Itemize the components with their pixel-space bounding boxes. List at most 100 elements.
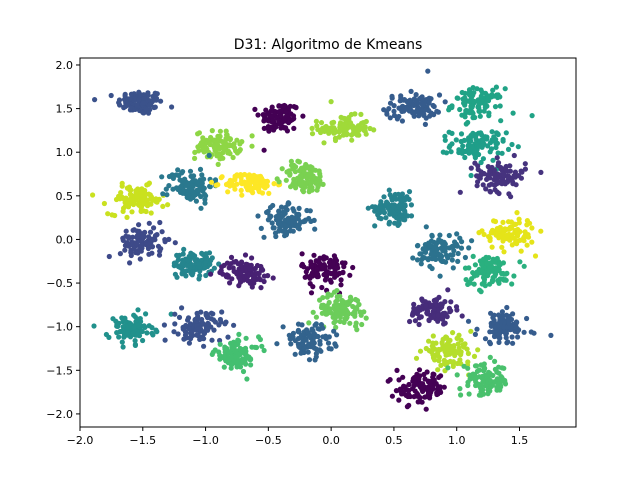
data-point: [429, 232, 435, 238]
data-point: [501, 172, 507, 178]
data-point: [196, 148, 202, 154]
data-point: [436, 237, 442, 243]
cluster-13: [457, 152, 544, 200]
data-point: [494, 369, 500, 375]
data-point: [202, 191, 208, 198]
data-point: [387, 377, 393, 383]
data-point: [363, 131, 369, 137]
data-point: [120, 344, 126, 350]
data-point: [301, 169, 307, 175]
data-point: [249, 255, 255, 261]
data-point: [172, 311, 178, 317]
data-point: [428, 302, 434, 308]
data-point: [236, 331, 242, 337]
data-point: [529, 113, 535, 119]
data-point: [411, 394, 417, 400]
data-point: [442, 133, 448, 139]
data-point: [538, 228, 544, 234]
data-point: [394, 116, 400, 122]
data-point: [492, 104, 499, 110]
data-point: [117, 102, 123, 108]
data-point: [296, 211, 302, 217]
data-point: [289, 162, 295, 168]
y-tick-label: 2.0: [56, 59, 74, 72]
data-point: [308, 218, 314, 224]
data-point: [209, 337, 215, 343]
data-point: [144, 330, 150, 336]
data-point: [299, 251, 305, 257]
data-point: [430, 102, 436, 109]
data-point: [137, 256, 143, 262]
data-point: [108, 92, 114, 99]
data-point: [325, 340, 332, 346]
data-point: [305, 349, 311, 355]
data-point: [227, 183, 233, 189]
data-point: [406, 196, 412, 202]
data-point: [148, 210, 154, 216]
data-point: [482, 101, 488, 107]
data-point: [416, 321, 422, 328]
data-point: [488, 323, 494, 329]
scatter-points: [90, 68, 554, 412]
data-point: [332, 341, 338, 347]
data-point: [455, 258, 461, 264]
data-point: [447, 358, 453, 364]
data-point: [509, 242, 515, 248]
data-point: [322, 277, 328, 283]
data-point: [101, 200, 107, 207]
data-point: [457, 189, 463, 195]
data-point: [399, 97, 405, 103]
data-point: [127, 260, 133, 266]
data-point: [406, 402, 412, 408]
data-point: [472, 262, 478, 268]
data-point: [441, 384, 447, 390]
data-point: [247, 185, 253, 191]
data-point: [283, 177, 289, 183]
data-point: [238, 187, 244, 193]
data-point: [355, 123, 361, 129]
cluster-11: [274, 158, 326, 195]
data-point: [529, 239, 535, 245]
data-point: [412, 318, 418, 324]
data-point: [389, 197, 395, 203]
data-point: [122, 247, 128, 253]
data-point: [105, 211, 111, 217]
data-point: [485, 273, 491, 279]
data-point: [398, 93, 404, 99]
data-point: [181, 336, 187, 342]
data-point: [504, 232, 510, 238]
data-point: [495, 278, 501, 284]
data-point: [472, 363, 479, 369]
data-point: [424, 309, 430, 315]
data-point: [180, 169, 186, 175]
data-point: [503, 130, 509, 136]
data-point: [458, 131, 465, 137]
data-point: [320, 181, 326, 187]
data-point: [430, 251, 436, 257]
data-point: [229, 361, 235, 367]
data-point: [484, 176, 490, 182]
data-point: [185, 315, 192, 321]
data-point: [141, 96, 147, 102]
data-point: [482, 283, 488, 289]
data-point: [142, 187, 148, 194]
data-point: [490, 315, 496, 321]
data-point: [389, 393, 395, 399]
y-tick-label: 1.0: [56, 146, 74, 159]
data-point: [489, 383, 495, 389]
data-point: [485, 391, 491, 397]
data-point: [186, 340, 192, 346]
data-point: [244, 376, 250, 382]
data-point: [225, 334, 231, 340]
data-point: [465, 318, 472, 324]
data-point: [492, 173, 498, 180]
data-point: [474, 326, 480, 332]
data-point: [276, 103, 282, 109]
data-point: [413, 92, 419, 98]
data-point: [310, 309, 316, 315]
data-point: [492, 182, 498, 188]
data-point: [516, 220, 522, 226]
data-point: [309, 326, 315, 332]
data-point: [304, 207, 310, 214]
data-point: [216, 322, 222, 328]
